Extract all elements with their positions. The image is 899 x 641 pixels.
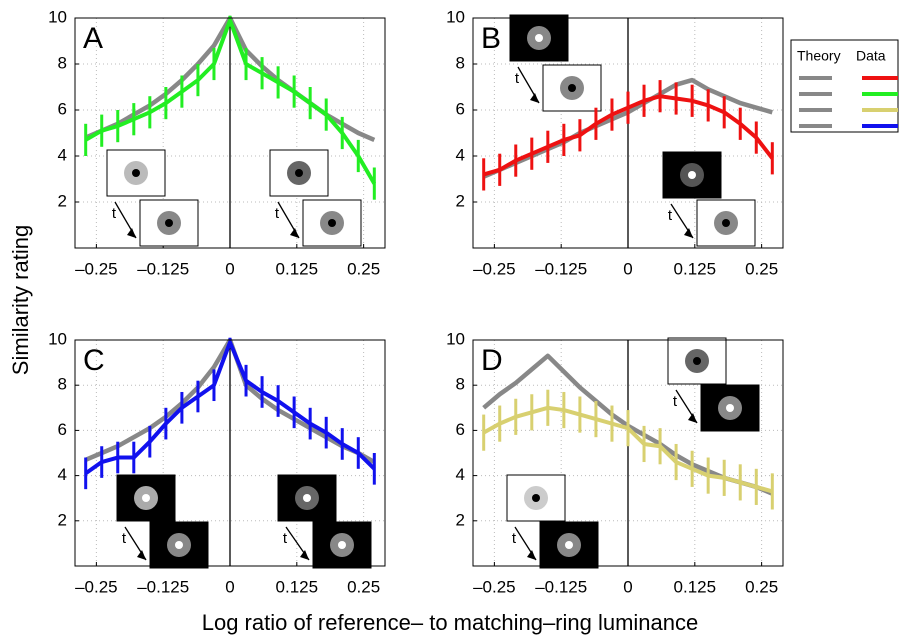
y-tick-label: 6 — [456, 420, 465, 439]
stimulus-center — [565, 541, 573, 549]
plot-frame — [74, 17, 386, 249]
y-tick-label: 2 — [456, 191, 465, 210]
y-tick-label: 8 — [58, 375, 67, 394]
x-tick-label: 0 — [225, 259, 234, 278]
x-tick-label: –0.125 — [535, 259, 587, 278]
y-tick-label: 4 — [456, 145, 465, 164]
x-tick-label: 0 — [623, 259, 632, 278]
legend-box — [790, 39, 899, 133]
y-tick-label: 10 — [446, 329, 465, 348]
y-axis-label: Similarity rating — [8, 225, 33, 375]
plot-frame — [472, 339, 784, 567]
y-tick-label: 4 — [58, 465, 67, 484]
time-label: t — [122, 530, 127, 547]
x-tick-label: 0.125 — [674, 259, 717, 278]
arrow-head — [290, 228, 299, 238]
panel-label: B — [481, 22, 501, 55]
y-tick-label: 2 — [58, 191, 67, 210]
x-tick-label: –0.125 — [535, 577, 587, 596]
x-tick-label: –0.25 — [75, 259, 118, 278]
x-tick-label: 0.25 — [347, 259, 380, 278]
x-tick-label: 0.125 — [276, 259, 319, 278]
x-tick-label: –0.25 — [473, 259, 516, 278]
arrow-head — [527, 550, 536, 560]
stimulus-center — [165, 219, 173, 227]
stimulus-center — [688, 171, 696, 179]
plot-frame — [74, 339, 386, 567]
stimulus-center — [295, 169, 303, 177]
arrow-head — [127, 228, 136, 238]
x-tick-label: 0.25 — [745, 259, 778, 278]
x-tick-label: 0.125 — [276, 577, 319, 596]
y-tick-label: 4 — [58, 145, 67, 164]
y-tick-label: 4 — [456, 465, 465, 484]
y-tick-label: 8 — [456, 375, 465, 394]
time-label: t — [673, 393, 678, 410]
stimulus-center — [303, 494, 311, 502]
panel-label: C — [83, 344, 105, 377]
x-tick-label: 0.25 — [745, 577, 778, 596]
stimulus-center — [532, 494, 540, 502]
panel-label: A — [83, 22, 103, 55]
arrow-head — [300, 550, 309, 560]
stimulus-center — [722, 219, 730, 227]
y-tick-label: 2 — [456, 510, 465, 529]
y-tick-label: 10 — [48, 7, 67, 26]
x-tick-label: –0.125 — [137, 259, 189, 278]
time-label: t — [668, 207, 673, 224]
time-label: t — [512, 530, 517, 547]
y-tick-label: 2 — [58, 510, 67, 529]
time-label: t — [275, 205, 280, 222]
stimulus-center — [132, 169, 140, 177]
x-tick-label: 0 — [225, 577, 234, 596]
x-tick-label: 0 — [623, 577, 632, 596]
y-tick-label: 8 — [456, 53, 465, 72]
time-label: t — [283, 530, 288, 547]
stimulus-center — [175, 541, 183, 549]
stimulus-center — [568, 84, 576, 92]
y-tick-label: 6 — [456, 99, 465, 118]
plot-frame — [472, 17, 784, 249]
stimulus-center — [726, 404, 734, 412]
stimulus-center — [693, 357, 701, 365]
x-tick-label: –0.25 — [473, 577, 516, 596]
y-tick-label: 8 — [58, 53, 67, 72]
stimulus-center — [535, 34, 543, 42]
y-tick-label: 6 — [58, 420, 67, 439]
time-label: t — [112, 205, 117, 222]
stimulus-box — [149, 521, 209, 569]
arrow-head — [137, 550, 146, 560]
panel-label: D — [481, 344, 503, 377]
arrow-head — [530, 93, 539, 103]
x-tick-label: 0.125 — [674, 577, 717, 596]
arrow-head — [684, 228, 693, 238]
x-tick-label: –0.125 — [137, 577, 189, 596]
legend-header: Data — [856, 48, 886, 64]
y-tick-label: 10 — [48, 329, 67, 348]
y-tick-label: 10 — [446, 7, 465, 26]
x-tick-label: –0.25 — [75, 577, 118, 596]
stimulus-center — [142, 494, 150, 502]
x-axis-label: Log ratio of reference– to matching–ring… — [202, 610, 699, 635]
stimulus-center — [338, 541, 346, 549]
x-tick-label: 0.25 — [347, 577, 380, 596]
stimulus-center — [328, 219, 336, 227]
legend-header: Theory — [797, 48, 841, 64]
y-tick-label: 6 — [58, 99, 67, 118]
stimulus-box — [700, 384, 760, 432]
arrow-head — [688, 413, 697, 423]
time-label: t — [515, 70, 520, 87]
